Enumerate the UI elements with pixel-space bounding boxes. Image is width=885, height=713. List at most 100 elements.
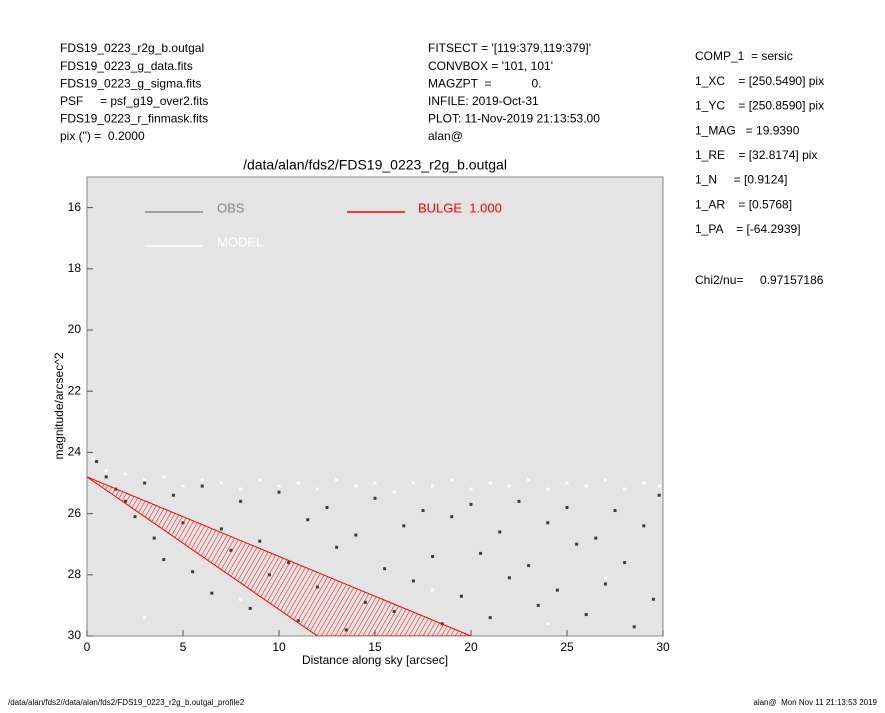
legend-label: MODEL xyxy=(217,234,263,249)
data-point xyxy=(603,478,607,482)
header-middle-line: PLOT: 11-Nov-2019 21:13:53.00 xyxy=(428,112,600,126)
data-point xyxy=(373,481,377,485)
data-point xyxy=(584,613,588,617)
header-right-line: 1_N = [0.9124] xyxy=(695,173,787,187)
data-point xyxy=(210,591,214,595)
data-point xyxy=(239,597,243,601)
data-point xyxy=(527,564,531,568)
data-point xyxy=(95,460,99,464)
header-right-line: 1_YC = [250.8590] pix xyxy=(695,99,824,113)
y-tick-label: 20 xyxy=(68,322,82,336)
header-left-line: FDS19_0223_r2g_b.outgal xyxy=(60,41,204,55)
header-middle-line: CONVBOX = '101, 101' xyxy=(428,59,553,73)
data-point xyxy=(565,481,569,485)
data-point xyxy=(450,478,454,482)
y-tick-label: 16 xyxy=(68,200,82,214)
data-point xyxy=(277,490,281,494)
data-point xyxy=(219,527,223,531)
x-axis-label: Distance along sky [arcsec] xyxy=(302,653,448,667)
data-point xyxy=(575,542,579,546)
x-tick-label: 10 xyxy=(272,640,286,654)
legend-label: BULGE 1.000 xyxy=(418,200,502,215)
data-point xyxy=(421,509,425,513)
x-tick-label: 20 xyxy=(464,640,478,654)
data-point xyxy=(277,484,281,488)
data-point xyxy=(162,558,166,561)
data-point xyxy=(383,567,387,571)
data-point xyxy=(623,487,627,491)
data-point xyxy=(411,481,415,485)
data-point xyxy=(335,545,339,549)
y-tick-label: 22 xyxy=(68,383,82,397)
bulge-area xyxy=(87,476,472,636)
x-tick-label: 15 xyxy=(368,640,382,654)
y-tick-label: 28 xyxy=(68,567,82,581)
data-point xyxy=(488,616,492,620)
data-point xyxy=(565,505,569,509)
data-point xyxy=(133,515,137,519)
data-point xyxy=(258,539,262,543)
x-tick-label: 0 xyxy=(84,640,91,654)
data-point xyxy=(584,484,588,488)
x-tick-label: 25 xyxy=(560,640,574,654)
data-point xyxy=(258,478,262,482)
header-left-line: pix (") = 0.2000 xyxy=(60,129,145,143)
header-right-line: 1_PA = [-64.2939] xyxy=(695,222,801,236)
data-point xyxy=(632,625,636,629)
data-point xyxy=(411,579,415,583)
plot-content xyxy=(87,457,661,636)
data-point xyxy=(431,554,435,558)
data-point xyxy=(143,481,147,485)
header-middle-line: MAGZPT = 0. xyxy=(428,76,541,90)
data-point xyxy=(479,551,483,555)
header-left-line: FDS19_0223_r_finmask.fits xyxy=(60,112,208,126)
y-tick-label: 26 xyxy=(68,506,82,520)
header-left-line: FDS19_0223_g_data.fits xyxy=(60,59,193,73)
data-point xyxy=(546,487,550,491)
data-point xyxy=(239,499,243,503)
data-point xyxy=(200,484,204,488)
data-point xyxy=(555,588,559,592)
data-point xyxy=(527,478,531,482)
data-point xyxy=(613,509,617,513)
data-point xyxy=(325,505,329,509)
data-point xyxy=(143,478,147,482)
x-tick-label: 5 xyxy=(180,640,187,654)
data-point xyxy=(546,622,550,626)
data-point xyxy=(657,484,661,488)
data-point xyxy=(459,594,463,598)
data-point xyxy=(507,484,511,488)
y-tick-label: 18 xyxy=(68,261,82,275)
x-tick-label: 30 xyxy=(656,640,670,654)
data-point xyxy=(469,487,473,491)
legend-label: OBS xyxy=(217,200,245,215)
data-point xyxy=(143,616,147,620)
data-point xyxy=(104,475,108,479)
data-point xyxy=(373,496,377,500)
header-left-line: FDS19_0223_g_sigma.fits xyxy=(60,76,201,90)
data-point xyxy=(402,524,406,528)
data-point xyxy=(171,493,175,497)
data-point xyxy=(219,481,223,485)
y-tick-label: 30 xyxy=(68,628,82,642)
data-point xyxy=(546,521,550,525)
header-right-line: 1_XC = [250.5490] pix xyxy=(695,74,824,88)
data-point xyxy=(354,533,358,537)
data-point xyxy=(239,487,243,491)
header-right-line: COMP_1 = sersic xyxy=(695,49,793,63)
chart-title: /data/alan/fds2/FDS19_0223_r2g_b.outgal xyxy=(243,157,507,173)
data-point xyxy=(603,576,607,580)
data-point xyxy=(123,472,127,476)
data-point xyxy=(191,570,195,574)
data-point xyxy=(488,481,492,485)
data-point xyxy=(642,481,646,485)
data-point xyxy=(603,582,607,586)
data-point xyxy=(431,484,435,488)
y-tick-label: 24 xyxy=(68,445,82,459)
footer-left: /data/alan/fds2//data/alan/fds2/FDS19_02… xyxy=(8,698,245,707)
plot-area xyxy=(86,176,664,637)
data-point xyxy=(594,536,598,540)
data-point xyxy=(162,475,166,479)
